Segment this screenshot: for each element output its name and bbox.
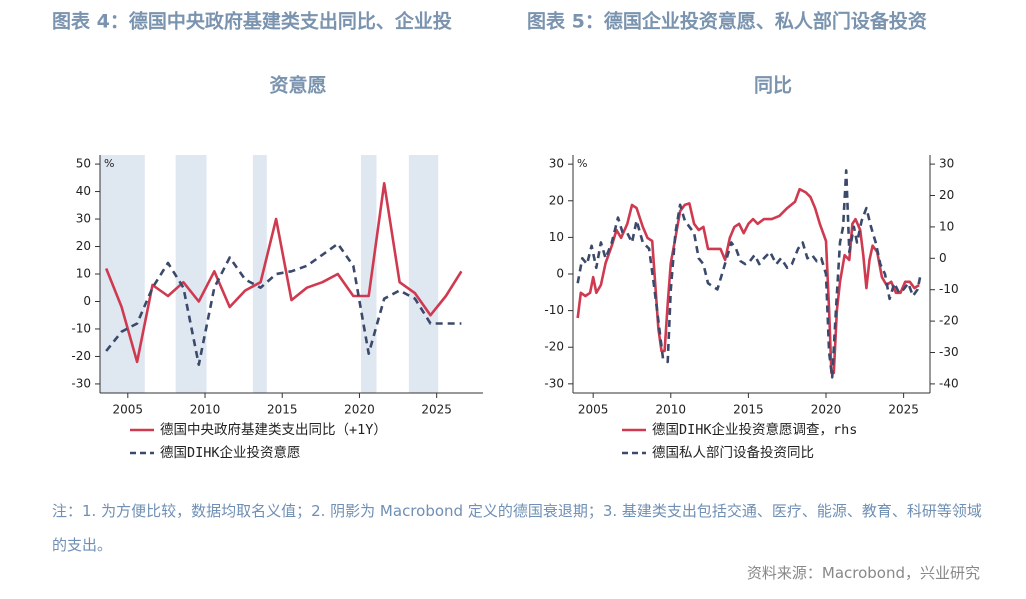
footnote: 注：1. 为方便比较，数据均取名义值；2. 阴影为 Macrobond 定义的德…	[52, 502, 982, 554]
x-tick-label: 2010	[656, 403, 687, 417]
x-tick-label: 2025	[888, 403, 919, 417]
y2-tick-label: 10	[939, 219, 954, 233]
y2-tick-label: -20	[939, 314, 959, 328]
x-tick-label: 2005	[113, 403, 144, 417]
series-line	[576, 169, 922, 379]
y-tick-label: -20	[544, 340, 564, 354]
x-tick-label: 2005	[578, 403, 609, 417]
recession-band	[408, 155, 439, 393]
x-tick-label: 2025	[421, 403, 452, 417]
y-tick-label: 0	[83, 294, 91, 308]
chart-title: 同比	[754, 75, 792, 97]
legend-label: 德国中央政府基建类支出同比（+1Y）	[160, 421, 387, 438]
y-tick-label: -10	[71, 321, 91, 335]
y2-tick-label: 0	[939, 251, 947, 265]
y-tick-label: -30	[71, 376, 91, 390]
y-tick-label: 40	[76, 184, 91, 198]
y-tick-label: 10	[549, 230, 564, 244]
chart-title: 资意愿	[269, 74, 326, 97]
y-tick-label: 10	[76, 267, 91, 281]
y-tick-label: 0	[556, 267, 564, 281]
y2-tick-label: 30	[939, 157, 954, 171]
recession-band	[175, 155, 207, 393]
x-tick-label: 2020	[344, 403, 375, 417]
y-tick-label: 30	[549, 157, 564, 171]
y-tick-label: -30	[544, 376, 564, 390]
source: 资料来源：Macrobond，兴业研究	[746, 564, 980, 582]
y-tick-label: 20	[76, 239, 91, 253]
x-tick-label: 2015	[267, 403, 298, 417]
y-tick-label: 30	[76, 212, 91, 226]
unit-label: %	[104, 157, 114, 170]
legend-label: 德国DIHK企业投资意愿	[160, 444, 301, 461]
y2-tick-label: -10	[939, 282, 959, 296]
y-tick-label: 50	[76, 157, 91, 171]
recession-band	[360, 155, 377, 393]
y2-tick-label: -30	[939, 345, 959, 359]
chart-title: 图表 4：德国中央政府基建类支出同比、企业投	[52, 10, 452, 33]
y2-tick-label: -40	[939, 376, 959, 390]
legend-label: 德国DIHK企业投资意愿调查，rhs	[652, 421, 857, 438]
x-tick-label: 2010	[190, 403, 221, 417]
y-tick-label: -10	[544, 303, 564, 317]
series-line	[104, 182, 463, 364]
unit-label: %	[577, 157, 587, 170]
x-tick-label: 2015	[733, 403, 764, 417]
legend-label: 德国私人部门设备投资同比	[652, 444, 814, 461]
x-tick-label: 2020	[811, 403, 842, 417]
y2-tick-label: 20	[939, 188, 954, 202]
y-tick-label: -20	[71, 349, 91, 363]
series-line	[576, 187, 920, 375]
chart-title: 图表 5：德国企业投资意愿、私人部门设备投资	[527, 10, 927, 33]
recession-band	[252, 155, 267, 393]
y-tick-label: 20	[549, 193, 564, 207]
